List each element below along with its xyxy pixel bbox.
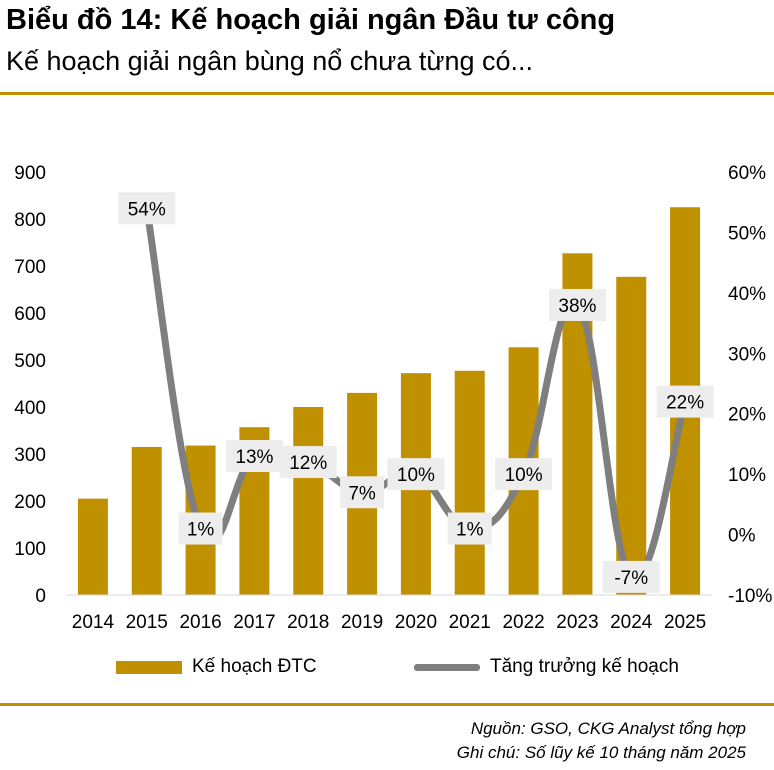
growth-data-label: 7% (348, 483, 376, 504)
x-tick-label: 2019 (341, 612, 383, 633)
x-tick-label: 2024 (610, 612, 653, 633)
legend: Kế hoạch ĐTC Tăng trưởng kế hoạch (0, 656, 774, 684)
growth-label-bg (656, 385, 714, 418)
y-left-tick-label: 600 (14, 304, 46, 325)
legend-bar-swatch (116, 660, 182, 674)
combo-chart: 0 100 200 300 400 500 600 700 800 900 -10% 0% 10% 20%… (14, 163, 772, 633)
x-tick-label: 2021 (449, 612, 491, 633)
growth-label-bg (340, 476, 385, 509)
x-tick-label: 2025 (664, 612, 706, 633)
y-left-tick-label: 900 (14, 163, 46, 184)
growth-label-bg (447, 512, 492, 545)
y-right-tick-label: 60% (728, 163, 766, 184)
growth-data-label: 13% (235, 447, 273, 468)
growth-label-bg (495, 458, 553, 491)
y-left-tick-label: 700 (14, 257, 46, 278)
y-left-tick-label: 0 (35, 586, 46, 607)
growth-data-label: 22% (666, 393, 704, 414)
growth-data-label: 1% (187, 520, 215, 541)
note-text: Ghi chú: Số lũy kế 10 tháng năm 2025 (456, 743, 746, 762)
x-tick-label: 2023 (556, 612, 598, 633)
y-left-tick-label: 100 (14, 539, 46, 560)
bar (131, 446, 162, 595)
y-left-tick-label: 800 (14, 210, 46, 231)
legend-bar-label: Kế hoạch ĐTC (192, 656, 317, 677)
growth-label-bg (602, 560, 660, 593)
x-tick-label: 2017 (233, 612, 275, 633)
growth-label-bg (225, 440, 283, 473)
bar (293, 407, 324, 595)
y-left-tick-label: 300 (14, 445, 46, 466)
growth-data-label: 1% (456, 520, 484, 541)
x-tick-label: 2018 (287, 612, 329, 633)
growth-label-bg (387, 458, 445, 491)
y-left-tick-label: 400 (14, 398, 46, 419)
y-right-tick-label: 50% (728, 223, 766, 244)
y-left-tick-label: 500 (14, 351, 46, 372)
legend-line-label: Tăng trưởng kế hoạch (490, 656, 679, 677)
x-tick-label: 2022 (502, 612, 544, 633)
x-tick-label: 2020 (395, 612, 437, 633)
legend-line-swatch (414, 663, 480, 671)
bottom-divider (0, 703, 774, 706)
growth-label-bg (178, 512, 223, 545)
chart-subtitle: Kế hoạch giải ngân bùng nổ chưa từng có.… (6, 46, 534, 76)
bar (77, 498, 108, 595)
x-tick-label: 2014 (72, 612, 115, 633)
bar (454, 370, 485, 595)
growth-label-bg (548, 288, 606, 321)
growth-data-label: 12% (289, 453, 327, 474)
x-tick-label: 2015 (126, 612, 168, 633)
y-right-tick-label: 40% (728, 284, 766, 305)
y-right-tick-label: 30% (728, 344, 766, 365)
y-right-tick-label: 10% (728, 465, 766, 486)
y-left-tick-label: 200 (14, 492, 46, 513)
y-right-tick-label: 20% (728, 405, 766, 426)
source-text: Nguồn: GSO, CKG Analyst tổng hợp (470, 719, 746, 738)
growth-label-bg (118, 192, 176, 225)
source-notes: Nguồn: GSO, CKG Analyst tổng hợp Ghi chú… (457, 717, 746, 765)
growth-data-label: 10% (505, 465, 543, 486)
chart-title: Biểu đồ 14: Kế hoạch giải ngân Đầu tư cô… (6, 4, 616, 36)
y-right-tick-label: 0% (728, 526, 756, 547)
growth-data-label: 38% (558, 296, 596, 317)
x-tick-label: 2016 (179, 612, 221, 633)
growth-data-label: 10% (397, 465, 435, 486)
y-right-tick-label: -10% (728, 586, 772, 607)
legend-item-line: Tăng trưởng kế hoạch (414, 656, 679, 678)
growth-data-label: 54% (128, 199, 166, 220)
legend-item-bar: Kế hoạch ĐTC (116, 656, 317, 678)
growth-data-label: -7% (614, 568, 648, 589)
growth-label-bg (279, 446, 337, 479)
top-divider (0, 92, 774, 95)
